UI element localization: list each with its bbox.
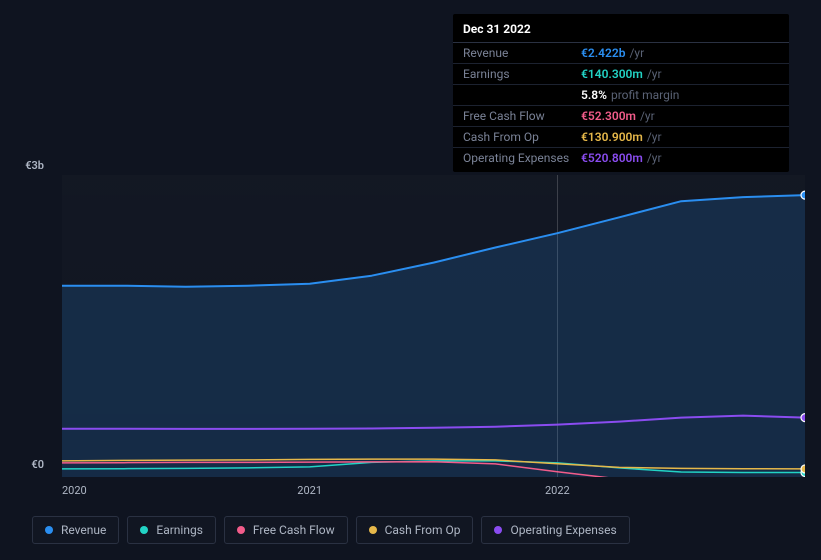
legend-label: Operating Expenses (510, 523, 616, 537)
legend-item-opex[interactable]: Operating Expenses (481, 516, 629, 544)
legend-item-fcf[interactable]: Free Cash Flow (224, 516, 348, 544)
legend-dot-icon (494, 526, 502, 534)
tooltip-label: Cash From Op (463, 130, 581, 144)
tooltip-value: €520.800m (581, 151, 643, 165)
y-tick-top: €3b (14, 159, 44, 172)
legend-dot-icon (369, 526, 377, 534)
tooltip-suffix: /yr (647, 67, 662, 81)
tooltip-suffix: /yr (629, 46, 644, 60)
legend-label: Revenue (61, 523, 106, 537)
tooltip-label: Operating Expenses (463, 151, 581, 165)
tooltip-suffix: /yr (647, 151, 662, 165)
tooltip-row-fcf: Free Cash Flow €52.300m/yr (453, 106, 789, 127)
tooltip-value: €130.900m (581, 130, 643, 144)
tooltip-suffix: /yr (647, 130, 662, 144)
tooltip-row-earnings: Earnings €140.300m/yr (453, 64, 789, 85)
legend: Revenue Earnings Free Cash Flow Cash Fro… (32, 516, 630, 544)
legend-item-cfo[interactable]: Cash From Op (356, 516, 474, 544)
x-tick-2020: 2020 (62, 484, 87, 497)
legend-label: Free Cash Flow (253, 523, 335, 537)
tooltip-value: €2.422b (581, 46, 625, 60)
tooltip-value: €140.300m (581, 67, 643, 81)
legend-item-earnings[interactable]: Earnings (127, 516, 216, 544)
financials-chart: €3b €0 2020 2021 2022 Dec 31 2022 Revenu… (16, 0, 805, 560)
legend-dot-icon (140, 526, 148, 534)
tooltip-row-revenue: Revenue €2.422b/yr (453, 43, 789, 64)
x-tick-2021: 2021 (297, 484, 322, 497)
tooltip-label: Earnings (463, 67, 581, 81)
tooltip-row-opex: Operating Expenses €520.800m/yr (453, 148, 789, 168)
tooltip-label: Revenue (463, 46, 581, 60)
legend-label: Cash From Op (385, 523, 461, 537)
plot-area[interactable] (62, 175, 805, 477)
tooltip-date: Dec 31 2022 (453, 22, 789, 43)
tooltip-label: Free Cash Flow (463, 109, 581, 123)
x-tick-2022: 2022 (545, 484, 570, 497)
legend-label: Earnings (156, 523, 203, 537)
tooltip-row-margin: 5.8% profit margin (453, 85, 789, 106)
legend-dot-icon (237, 526, 245, 534)
tooltip-margin-pct: 5.8% (581, 88, 607, 102)
tooltip-row-cfo: Cash From Op €130.900m/yr (453, 127, 789, 148)
y-tick-bottom: €0 (14, 458, 44, 471)
tooltip-margin-text: profit margin (611, 88, 679, 102)
tooltip-suffix: /yr (640, 109, 655, 123)
tooltip-panel: Dec 31 2022 Revenue €2.422b/yr Earnings … (453, 14, 789, 172)
tooltip-value: €52.300m (581, 109, 636, 123)
legend-item-revenue[interactable]: Revenue (32, 516, 119, 544)
chart-svg (62, 175, 805, 477)
legend-dot-icon (45, 526, 53, 534)
